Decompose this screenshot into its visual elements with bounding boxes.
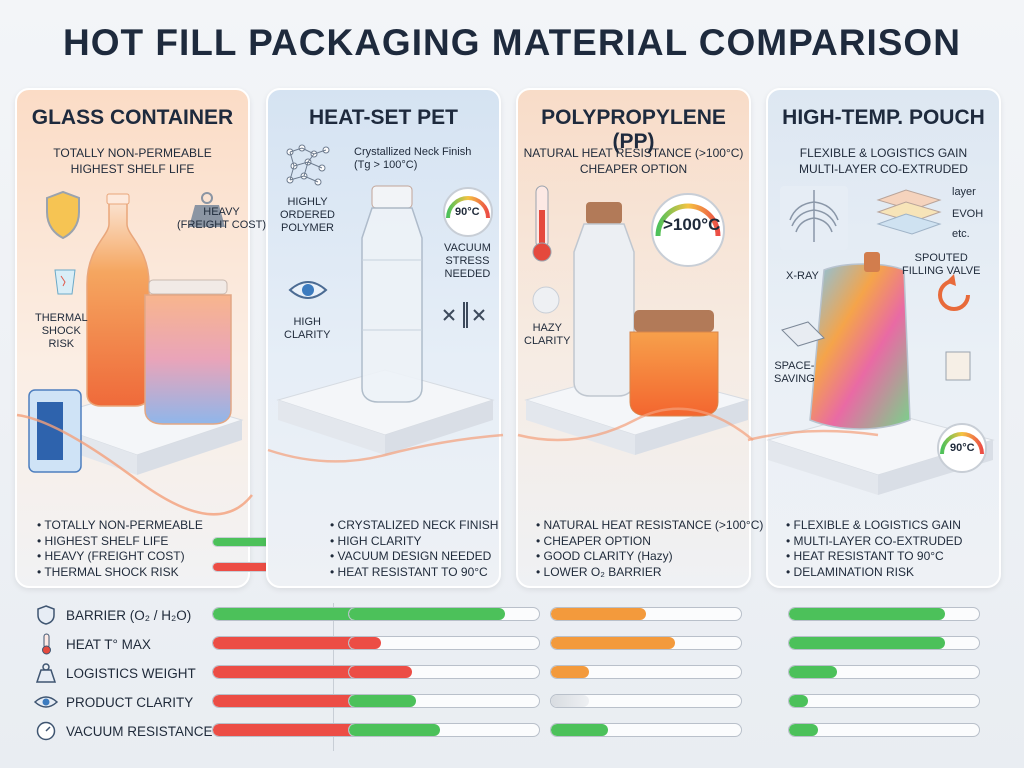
metric-label: BARRIER (O₂ / H₂O): [66, 607, 192, 623]
weight-icon: [34, 662, 58, 684]
thermometer-icon: [34, 633, 58, 655]
label-space-saving: SPACE- SAVING: [774, 360, 815, 385]
metric-bar-pet-1: [348, 636, 540, 650]
metric-row-clarity: PRODUCT CLARITY: [33, 691, 194, 713]
metric-bar-pp-2: [550, 665, 742, 679]
label-evoh: EVOH: [952, 208, 984, 220]
metric-bar-pouch-2: [788, 665, 980, 679]
metric-bar-fill: [349, 666, 412, 678]
label-spouted-valve: SPOUTED FILLING VALVE: [902, 252, 981, 277]
metric-bar-pet-4: [348, 723, 540, 737]
metric-bar-pouch-0: [788, 607, 980, 621]
pouch-illustration: [747, 186, 995, 495]
panel-bullets: FLEXIBLE & LOGISTICS GAIN MULTI-LAYER CO…: [786, 518, 963, 580]
glass-illustration: [16, 190, 253, 516]
metric-bar-pp-3: [550, 694, 742, 708]
panel-bar-fill: [213, 563, 303, 571]
pet-illustration: [267, 144, 504, 463]
gauge-90c-label: 90°C: [455, 206, 480, 218]
metric-row-barrier: BARRIER (O₂ / H₂O): [34, 604, 191, 626]
metric-bar-fill: [789, 666, 837, 678]
panel-title: POLYPROPYLENE (PP): [541, 106, 726, 153]
panel-subtitle: NATURAL HEAT RESISTANCE (>100°C) CHEAPER…: [523, 146, 744, 176]
label-etc: etc.: [952, 228, 970, 240]
label-hazy-clarity: HAZY CLARITY: [524, 322, 571, 347]
label-heavy: HEAVY (FREIGHT COST): [177, 206, 267, 231]
metric-label: PRODUCT CLARITY: [66, 694, 194, 710]
metric-row-weight: LOGISTICS WEIGHT: [34, 662, 196, 684]
metric-label: VACUUM RESISTANCE: [66, 723, 213, 739]
metric-bar-fill: [349, 637, 382, 649]
metric-bar-pp-0: [550, 607, 742, 621]
metric-bar-fill: [551, 724, 608, 736]
metric-row-heat: HEAT T° MAX: [34, 633, 151, 655]
metric-bar-fill: [789, 724, 818, 736]
panel-title: HIGH-TEMP. POUCH: [782, 106, 985, 129]
panel-bullets: CRYSTALIZED NECK FINISH HIGH CLARITY VAC…: [330, 518, 499, 580]
panel-pouch: HIGH-TEMP. POUCH FLEXIBLE & LOGISTICS GA…: [747, 88, 1001, 588]
metric-bar-pouch-1: [788, 636, 980, 650]
panel-subtitle: TOTALLY NON-PERMEABLE HIGHEST SHELF LIFE: [53, 146, 212, 176]
metric-label: HEAT T° MAX: [66, 636, 151, 652]
metric-bar-fill: [551, 637, 675, 649]
page-title: HOT FILL PACKAGING MATERIAL COMPARISON: [63, 22, 961, 63]
metric-bar-pp-4: [550, 723, 742, 737]
metric-bar-pet-0: [348, 607, 540, 621]
panel-title: HEAT-SET PET: [309, 106, 458, 129]
metric-bar-pouch-4: [788, 723, 980, 737]
panel-bar-fill: [213, 538, 303, 546]
metric-bar-fill: [551, 695, 589, 707]
panel-title: GLASS CONTAINER: [31, 106, 234, 129]
panel-pet: HEAT-SET PET: [266, 88, 504, 588]
metric-bar-fill: [789, 608, 945, 620]
metric-bar-fill: [551, 666, 589, 678]
metric-bar-pet-3: [348, 694, 540, 708]
metric-bar-pouch-3: [788, 694, 980, 708]
metric-bar-pet-2: [348, 665, 540, 679]
metric-bar-fill: [789, 695, 808, 707]
label-xray: X-RAY: [786, 270, 819, 282]
shield-icon: [34, 604, 58, 626]
label-thermal-shock: THERMAL SHOCK RISK: [35, 312, 88, 350]
panel-bullets: TOTALLY NON-PERMEABLE HIGHEST SHELF LIFE…: [37, 518, 203, 580]
pp-illustration: [517, 185, 754, 455]
label-layer: layer: [952, 186, 976, 198]
panel-glass: GLASS CONTAINER TOTALLY NON-PERMEABLE HI…: [15, 88, 308, 588]
panel-bullets: NATURAL HEAT RESISTANCE (>100°C) CHEAPER…: [536, 518, 764, 580]
metric-bar-fill: [349, 724, 441, 736]
metric-bar-fill: [349, 608, 505, 620]
label-neck-finish: Crystallized Neck Finish (Tg > 100°C): [354, 146, 472, 171]
eye-icon: [33, 691, 59, 713]
metric-label: LOGISTICS WEIGHT: [66, 665, 196, 681]
metric-row-vacuum: VACUUM RESISTANCE: [34, 720, 213, 742]
panel-pp: POLYPROPYLENE (PP) NATURAL HEAT RESISTAN…: [516, 88, 763, 588]
gauge-90c-label: 90°C: [950, 442, 975, 454]
metric-bar-fill: [349, 695, 416, 707]
label-vacuum-stress: VACUUM STRESS NEEDED: [444, 242, 491, 280]
metric-bar-fill: [789, 637, 945, 649]
metric-bar-fill: [551, 608, 646, 620]
metric-bar-pp-1: [550, 636, 742, 650]
label-high-clarity: HIGH CLARITY: [284, 316, 331, 341]
panel-subtitle: FLEXIBLE & LOGISTICS GAIN MULTI-LAYER CO…: [799, 146, 968, 176]
gauge-icon: [34, 720, 58, 742]
label-ordered-polymer: HIGHLY ORDERED POLYMER: [280, 196, 336, 234]
gauge-100c-label: >100°C: [663, 215, 721, 234]
